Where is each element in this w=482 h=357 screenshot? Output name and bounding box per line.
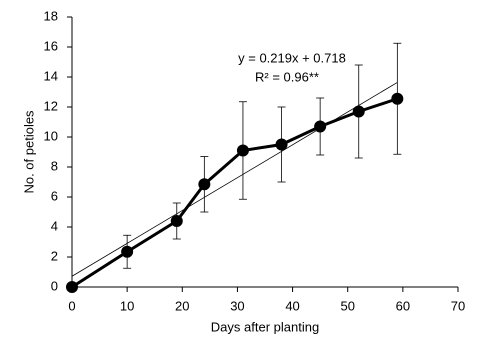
x-tick-label: 30 [230, 298, 244, 313]
y-axis-title: No. of petioles [21, 110, 36, 194]
y-tick-label: 12 [44, 98, 58, 113]
data-point [66, 281, 78, 293]
y-tick-label: 0 [51, 278, 58, 293]
data-point [314, 120, 327, 133]
data-line [71, 97, 398, 289]
y-tick-label: 18 [44, 8, 58, 23]
y-tick-label: 6 [51, 188, 58, 203]
y-tick-label: 14 [44, 68, 58, 83]
y-tick-label: 4 [51, 218, 58, 233]
data-point [352, 105, 365, 118]
trendline [71, 82, 398, 277]
data-point [121, 245, 134, 258]
y-tick-label: 2 [51, 248, 58, 263]
data-point [198, 178, 211, 191]
data-point [391, 92, 404, 105]
x-tick-label: 0 [68, 298, 75, 313]
trend-r2: R² = 0.96** [255, 69, 319, 84]
data-point [170, 215, 183, 227]
x-tick-label: 10 [120, 298, 134, 313]
x-tick-label: 70 [451, 298, 465, 313]
x-tick-label: 20 [175, 298, 189, 313]
x-tick-label: 40 [285, 298, 299, 313]
data-point [275, 138, 288, 151]
y-tick-label: 16 [44, 38, 58, 53]
data-point [236, 144, 249, 157]
x-axis-title: Days after planting [211, 319, 319, 334]
y-tick-label: 10 [44, 128, 58, 143]
trend-equation: y = 0.219x + 0.718 [238, 50, 346, 65]
x-tick-label: 50 [340, 298, 354, 313]
y-tick-label: 8 [51, 158, 58, 173]
x-tick-label: 60 [396, 298, 410, 313]
